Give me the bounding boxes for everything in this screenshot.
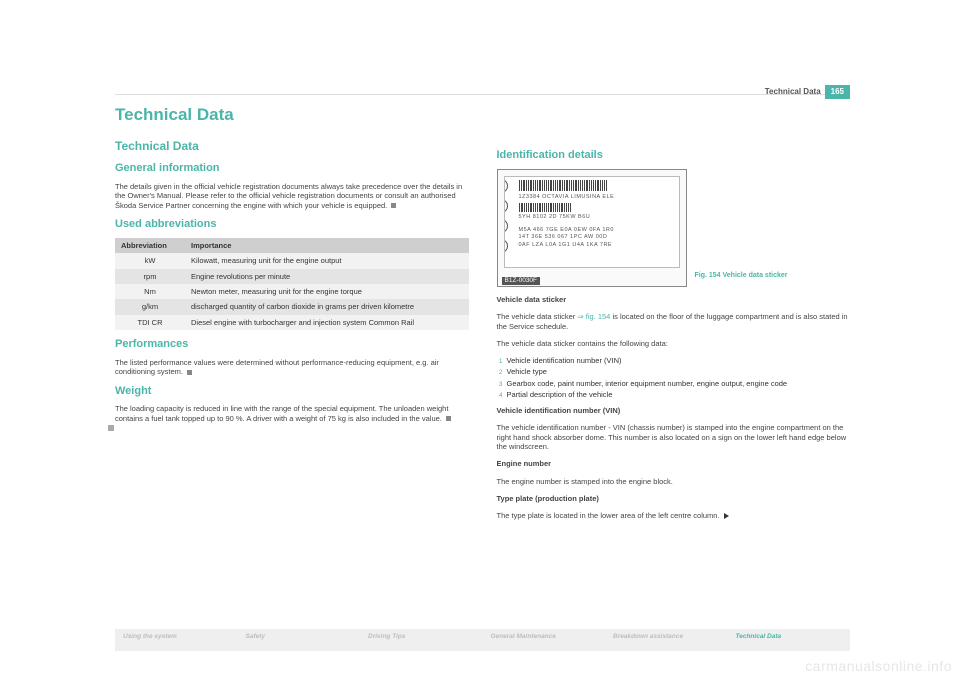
cell: rpm <box>115 269 185 284</box>
section-title: Technical Data <box>115 139 469 154</box>
footer-item[interactable]: General Maintenance <box>483 629 606 651</box>
barcode-icon <box>519 203 675 213</box>
footer-item[interactable]: Safety <box>238 629 361 651</box>
header-rule <box>115 94 850 95</box>
end-mark-icon <box>446 416 451 421</box>
heading-vin: Vehicle identification number (VIN) <box>497 406 851 415</box>
abbrev-col-abbr: Abbreviation <box>115 238 185 253</box>
list: 1Vehicle identification number (VIN) 2Ve… <box>497 356 851 400</box>
callout-3: 3 <box>504 219 508 233</box>
text: Vehicle identification number (VIN) <box>507 356 622 365</box>
weight-text: The loading capacity is reduced in line … <box>115 404 469 423</box>
cell: discharged quantity of carbon dioxide in… <box>185 299 469 314</box>
page-header: Technical Data 165 <box>765 85 850 99</box>
list-item: 4Partial description of the vehicle <box>507 390 851 400</box>
cell: Nm <box>115 284 185 299</box>
table-row: g/kmdischarged quantity of carbon dioxid… <box>115 299 469 314</box>
cell: g/km <box>115 299 185 314</box>
margin-mark-icon <box>108 425 114 431</box>
sticker-code: B1Z-0030F <box>502 277 541 285</box>
text: Gearbox code, paint number, interior equ… <box>507 379 788 388</box>
heading-vds: Vehicle data sticker <box>497 295 851 304</box>
main-title: Technical Data <box>115 104 469 125</box>
sticker-line: 5YH 8102 2D 75KW B6U <box>519 214 679 221</box>
footer-item[interactable]: Using the system <box>115 629 238 651</box>
subheading-general: General information <box>115 162 469 176</box>
callout-1: 1 <box>504 179 508 193</box>
table-row: NmNewton meter, measuring unit for the e… <box>115 284 469 299</box>
vin-paragraph: The vehicle identification number - VIN … <box>497 423 851 451</box>
subheading-weight: Weight <box>115 385 469 399</box>
callout-4: 4 <box>504 239 508 253</box>
figure-ref: ⇒ fig. 154 <box>577 312 610 321</box>
text: The type plate is located in the lower a… <box>497 511 720 520</box>
sticker-line: M5A 466 7GE E0A 0EW 0FA 1R0 <box>519 227 679 234</box>
end-mark-icon <box>187 370 192 375</box>
callout-2: 2 <box>504 199 508 213</box>
vds-paragraph: The vehicle data sticker ⇒ fig. 154 is l… <box>497 312 851 331</box>
sticker-figure: 1 2 3 4 1Z3384 OCTAVIA LIMUSINA ELE 5YH … <box>497 169 851 287</box>
sticker-line: 0AF LZA L0A 1G1 U4A 1KA 7RE <box>519 242 679 249</box>
table-row: rpmEngine revolutions per minute <box>115 269 469 284</box>
sticker-line: 1Z3384 OCTAVIA LIMUSINA ELE <box>519 194 679 201</box>
text: Vehicle type <box>507 367 547 376</box>
heading-typeplate: Type plate (production plate) <box>497 494 851 503</box>
page-content: Technical Data Technical Data General in… <box>0 0 960 529</box>
performances-text-span: The listed performance values were deter… <box>115 358 439 376</box>
cell: TDI CR <box>115 315 185 330</box>
abbrev-col-imp: Importance <box>185 238 469 253</box>
footer-item[interactable]: Breakdown assistance <box>605 629 728 651</box>
cell: Diesel engine with turbocharger and inje… <box>185 315 469 330</box>
list-item: 2Vehicle type <box>507 367 851 377</box>
general-text: The details given in the official vehicl… <box>115 182 469 210</box>
performances-text: The listed performance values were deter… <box>115 358 469 377</box>
subheading-identification: Identification details <box>497 149 851 163</box>
cell: kW <box>115 253 185 268</box>
figure-caption: Fig. 154 Vehicle data sticker <box>695 272 825 287</box>
general-text-span: The details given in the official vehicl… <box>115 182 462 210</box>
engine-paragraph: The engine number is stamped into the en… <box>497 477 851 486</box>
abbreviation-table: Abbreviation Importance kWKilowatt, meas… <box>115 238 469 330</box>
end-mark-icon <box>391 203 396 208</box>
header-label: Technical Data <box>765 87 821 97</box>
sticker-line: 14T 36E 536 067 1PC AW 00D <box>519 234 679 241</box>
heading-engine: Engine number <box>497 459 851 468</box>
page-number: 165 <box>825 85 850 99</box>
sticker-image: 1 2 3 4 1Z3384 OCTAVIA LIMUSINA ELE 5YH … <box>504 176 680 268</box>
weight-text-span: The loading capacity is reduced in line … <box>115 404 448 422</box>
sticker-frame: 1 2 3 4 1Z3384 OCTAVIA LIMUSINA ELE 5YH … <box>497 169 687 287</box>
table-row: kWKilowatt, measuring unit for the engin… <box>115 253 469 268</box>
footer-item[interactable]: Driving Tips <box>360 629 483 651</box>
footer-nav: Using the system Safety Driving Tips Gen… <box>115 629 850 651</box>
right-column: Identification details 1 2 3 4 1Z3384 OC… <box>497 104 851 529</box>
subheading-abbrev: Used abbreviations <box>115 218 469 232</box>
subheading-perf: Performances <box>115 338 469 352</box>
footer-item-active[interactable]: Technical Data <box>728 629 851 651</box>
left-column: Technical Data Technical Data General in… <box>115 104 469 529</box>
cell: Engine revolutions per minute <box>185 269 469 284</box>
cell: Newton meter, measuring unit for the eng… <box>185 284 469 299</box>
text: Partial description of the vehicle <box>507 390 613 399</box>
vds-contains: The vehicle data sticker contains the fo… <box>497 339 851 348</box>
continue-arrow-icon <box>724 513 729 519</box>
watermark: carmanualsonline.info <box>805 658 952 676</box>
table-row: TDI CRDiesel engine with turbocharger an… <box>115 315 469 330</box>
typeplate-paragraph: The type plate is located in the lower a… <box>497 511 851 520</box>
cell: Kilowatt, measuring unit for the engine … <box>185 253 469 268</box>
list-item: 3Gearbox code, paint number, interior eq… <box>507 379 851 389</box>
list-item: 1Vehicle identification number (VIN) <box>507 356 851 366</box>
text: The vehicle data sticker <box>497 312 578 321</box>
barcode-icon <box>519 179 675 193</box>
